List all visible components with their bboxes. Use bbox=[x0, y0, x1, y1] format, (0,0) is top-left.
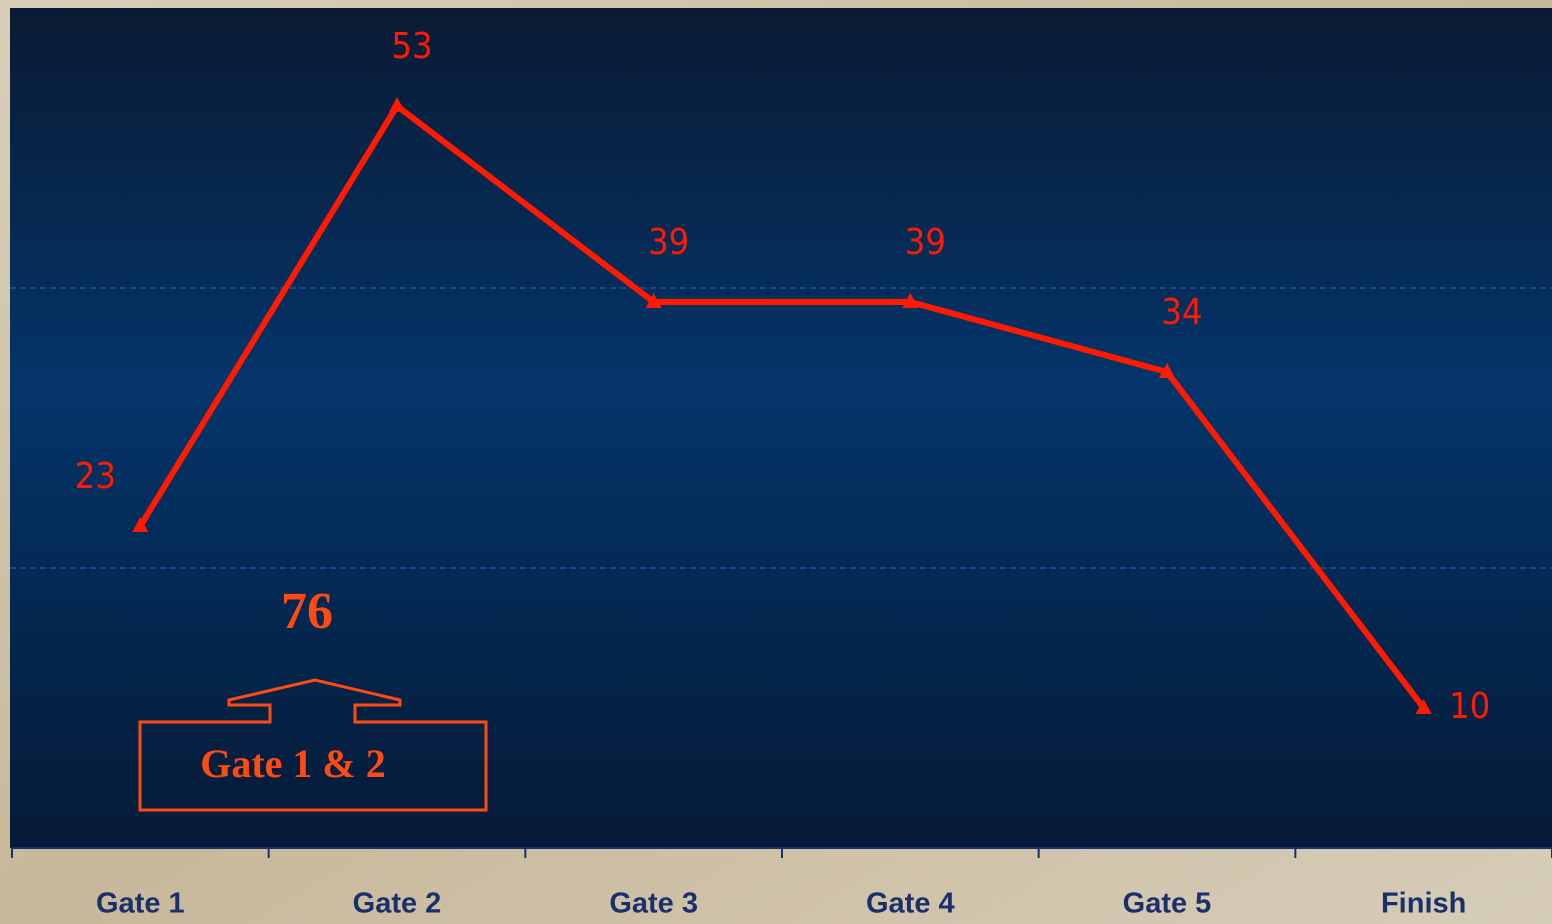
value-label: 10 bbox=[1449, 686, 1490, 727]
annotation: 76 Gate 1 & 2 bbox=[138, 583, 488, 812]
x-tick-label: Finish bbox=[1381, 888, 1466, 920]
marker bbox=[1415, 699, 1432, 714]
annotation-callout bbox=[138, 678, 488, 812]
marker bbox=[902, 293, 919, 308]
annotation-value: 76 bbox=[281, 583, 333, 640]
plot-area bbox=[10, 8, 1552, 848]
x-tick-label: Gate 1 bbox=[96, 888, 185, 920]
marker bbox=[132, 517, 149, 532]
x-tick-label: Gate 4 bbox=[866, 888, 955, 920]
x-tick-label: Gate 5 bbox=[1123, 888, 1212, 920]
value-label: 23 bbox=[75, 456, 116, 497]
marker bbox=[645, 293, 662, 308]
value-label: 34 bbox=[1161, 292, 1202, 333]
line bbox=[137, 101, 1427, 710]
x-tick-label: Gate 2 bbox=[353, 888, 442, 920]
marker bbox=[389, 97, 405, 112]
marker bbox=[1159, 363, 1175, 378]
annotation-label: Gate 1 & 2 bbox=[200, 741, 386, 786]
x-tick-label: Gate 3 bbox=[609, 888, 698, 920]
value-label: 39 bbox=[648, 222, 689, 263]
value-label: 39 bbox=[905, 222, 946, 263]
value-label: 53 bbox=[391, 26, 432, 67]
